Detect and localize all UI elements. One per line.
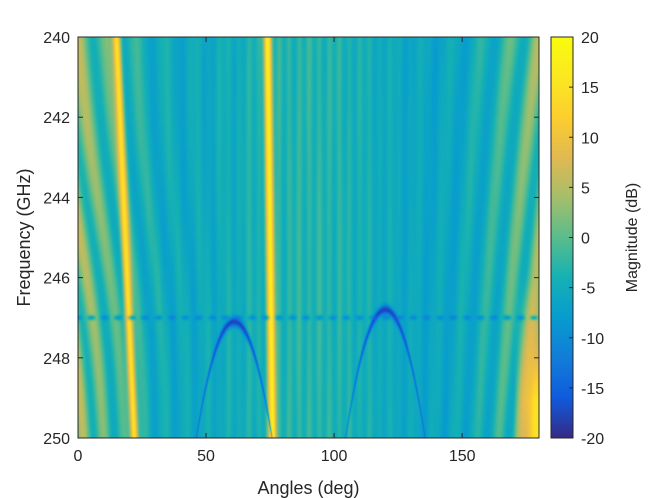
y-tick-label: 242 bbox=[43, 110, 70, 127]
x-tick-label: 150 bbox=[449, 448, 476, 465]
colorbar-ticks: 20 15 10 5 0 -5 -10 -15 -20 bbox=[569, 30, 604, 448]
y-tick-label: 246 bbox=[43, 271, 70, 288]
colorbar-gradient bbox=[551, 37, 573, 438]
plot-area bbox=[77, 36, 540, 439]
x-axis-ticks: 0 50 100 150 bbox=[74, 37, 476, 465]
y-tick-label: 250 bbox=[43, 431, 70, 448]
y-tick-label: 248 bbox=[43, 351, 70, 368]
colorbar-label: Magnitude (dB) bbox=[624, 183, 641, 292]
colorbar-tick-label: -15 bbox=[581, 381, 604, 398]
colorbar: 20 15 10 5 0 -5 -10 -15 -20 Magnitude (dB) bbox=[550, 30, 641, 448]
colorbar-tick-label: -5 bbox=[581, 281, 595, 298]
y-axis-ticks: 240 242 244 246 248 250 bbox=[43, 30, 539, 448]
colorbar-tick-label: 5 bbox=[581, 180, 590, 197]
colorbar-tick-label: -10 bbox=[581, 331, 604, 348]
y-tick-label: 244 bbox=[43, 190, 70, 207]
heatmap-image bbox=[78, 37, 539, 438]
x-tick-label: 50 bbox=[197, 448, 215, 465]
colorbar-tick-label: -20 bbox=[581, 431, 604, 448]
colorbar-tick-label: 20 bbox=[581, 30, 599, 47]
colorbar-tick-label: 15 bbox=[581, 80, 599, 97]
colorbar-tick-label: 0 bbox=[581, 231, 590, 248]
colorbar-tick-label: 10 bbox=[581, 130, 599, 147]
plot-frame bbox=[77, 36, 540, 439]
y-tick-label: 240 bbox=[43, 30, 70, 47]
x-tick-label: 100 bbox=[321, 448, 348, 465]
x-tick-label: 0 bbox=[74, 448, 83, 465]
x-axis-label: Angles (deg) bbox=[257, 478, 359, 498]
y-axis-label: Frequency (GHz) bbox=[14, 168, 34, 306]
